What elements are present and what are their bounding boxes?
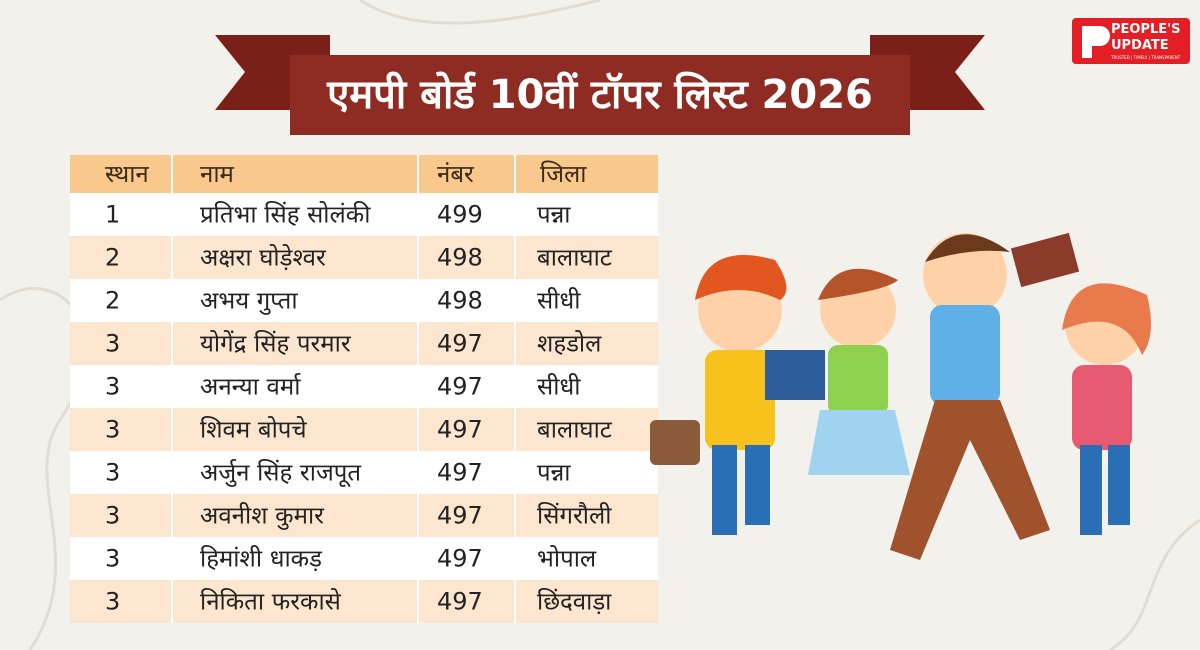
table-cell: शिवम बोपचे [200, 416, 307, 444]
table-row [70, 236, 658, 279]
table-row [70, 537, 658, 580]
table-cell: बालाघाट [537, 416, 613, 444]
title: एमपी बोर्ड 10वीं टॉपर लिस्ट 2026 [326, 71, 873, 118]
table-row [70, 322, 658, 365]
table-cell: 3 [105, 416, 120, 444]
table-row [70, 365, 658, 408]
illustration [650, 232, 1151, 560]
table-row [70, 279, 658, 322]
logo-line1: PEOPLE'S [1111, 22, 1181, 37]
table-cell: 498 [437, 287, 483, 315]
table-cell: भोपाल [537, 545, 597, 573]
table-cell: बालाघाट [537, 244, 613, 272]
table-cell: पन्ना [537, 201, 571, 229]
table-cell: 497 [437, 416, 483, 444]
table-cell: 497 [437, 545, 483, 573]
table-cell: 3 [105, 588, 120, 616]
table-cell: निकिता फरकासे [200, 588, 342, 616]
table-cell: 1 [105, 201, 120, 229]
header-cell: नाम [200, 160, 235, 188]
title-banner: एमपी बोर्ड 10वीं टॉपर लिस्ट 2026 [215, 35, 985, 135]
table-cell: अर्जुन सिंह राजपूत [200, 459, 362, 488]
table: स्थान नाम नंबर जिला 1 प्रतिभा सिंह सोलंकी 499 प… [70, 155, 658, 623]
table-cell: सिंगरौली [537, 502, 612, 530]
table-cell: 497 [437, 330, 483, 358]
table-cell: 2 [105, 244, 120, 272]
logo-tagline: TRUSTED | TIMELY | TRANSPARENT [1110, 55, 1181, 60]
table-cell: प्रतिभा सिंह सोलंकी [200, 201, 371, 229]
table-cell: अक्षरा घोड़ेश्वर [200, 244, 327, 272]
table-cell: अभय गुप्ता [200, 287, 298, 316]
table-cell: छिंदवाड़ा [537, 588, 612, 616]
table-cell: 3 [105, 330, 120, 358]
logo-line2: UPDATE [1111, 38, 1169, 53]
table-cell: 3 [105, 459, 120, 487]
table-cell: 499 [437, 201, 483, 229]
table-row [70, 494, 658, 537]
header-cell: स्थान [105, 160, 149, 188]
table-cell: 497 [437, 502, 483, 530]
logo: PEOPLE'S UPDATE TRUSTED | TIMELY | TRANS… [1072, 18, 1190, 64]
table-cell: शहडोल [537, 330, 602, 358]
header-row [70, 155, 658, 193]
table-cell: 497 [437, 373, 483, 401]
table-cell: 497 [437, 459, 483, 487]
table-cell: सीधी [537, 373, 581, 401]
table-row [70, 408, 658, 451]
table-cell: 3 [105, 545, 120, 573]
table-row [70, 193, 658, 236]
header-cell: नंबर [437, 160, 475, 188]
header-cell: जिला [540, 160, 587, 188]
table-cell: योगेंद्र सिंह परमार [200, 330, 352, 358]
table-cell: 497 [437, 588, 483, 616]
table-cell: सीधी [537, 287, 581, 315]
table-cell: पन्ना [537, 459, 571, 487]
table-cell: 498 [437, 244, 483, 272]
table-cell: हिमांशी धाकड़ [200, 545, 323, 573]
table-cell: 3 [105, 502, 120, 530]
table-cell: अनन्या वर्मा [200, 373, 301, 401]
table-row [70, 580, 658, 623]
table-cell: अवनीश कुमार [200, 502, 325, 531]
table-cell: 3 [105, 373, 120, 401]
table-row [70, 451, 658, 494]
table-cell: 2 [105, 287, 120, 315]
